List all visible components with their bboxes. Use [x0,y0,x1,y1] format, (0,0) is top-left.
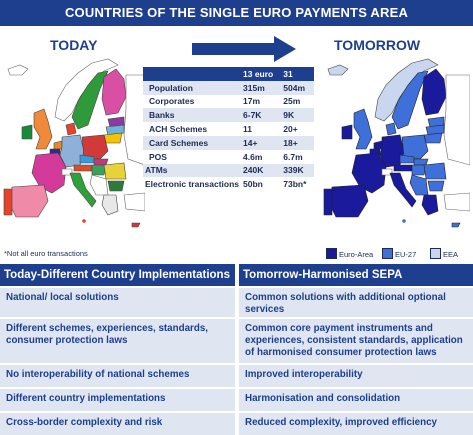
stats-row: POS 4.6m 6.7m [143,149,314,164]
tomorrow-label: TOMORROW [334,37,421,53]
legend-swatch [326,248,337,259]
stats-cell-label: Corporates [143,94,242,109]
stats-cell-today: 240K [241,163,282,178]
arrow-right-icon [192,36,296,62]
legend-swatch [382,248,393,259]
comparison-today-cell: Different country implementations [0,389,235,411]
stats-row: Electronic transactions 50bn 73bn* [143,177,314,192]
legend-swatch [430,248,441,259]
stats-cell-label: POS [143,149,242,164]
stats-row: ATMs 240K 339K [143,163,314,178]
tomorrow-map [323,58,470,228]
stats-row: Banks 6-7K 9K [143,108,314,123]
stats-header-cell: 31 [281,67,314,81]
comparison-today-cell: Cross-border complexity and risk [0,413,235,435]
legend-item: Euro-Area [326,248,373,259]
comparison-tomorrow-cell: Common core payment instruments and expe… [239,319,473,363]
stats-header-cell [143,67,242,81]
stats-cell-label: Card Schemes [143,135,242,150]
comparison-tomorrow-cell: Improved interoperability [239,365,473,387]
stats-cell-tomorrow: 73bn* [281,177,314,192]
stats-header-cell: 13 euro [241,67,282,81]
stats-cell-today: 4.6m [241,149,282,164]
stats-row: Population 315m 504m [143,80,314,95]
stats-cell-tomorrow: 9K [281,108,314,123]
comparison-today-cell: Different schemes, experiences, standard… [0,319,235,363]
legend-label: EEA [443,250,459,259]
today-map [3,58,145,228]
stats-table: 13 euro 31 Population 315m 504m Corporates 1… [143,67,314,192]
stats-cell-today: 17m [241,94,282,109]
stats-cell-today: 11 [241,122,282,136]
stats-cell-label: ACH Schemes [143,122,242,136]
stats-cell-label: ATMs [143,163,242,178]
comparison-tomorrow-cell: Reduced complexity, improved efficiency [239,413,473,435]
stats-cell-label: Population [143,80,242,95]
comparison-today-cell: No interoperability of national schemes [0,365,235,387]
stats-cell-today: 50bn [241,177,282,192]
page-title: COUNTRIES OF THE SINGLE EURO PAYMENTS AR… [0,0,473,26]
stats-cell-today: 14+ [241,135,282,150]
comparison-tomorrow-cell: Harmonisation and consolidation [239,389,473,411]
stats-row: Corporates 17m 25m [143,94,314,109]
stats-cell-tomorrow: 20+ [281,122,314,136]
stats-cell-today: 315m [241,80,282,95]
comparison-today-cell: National/ local solutions [0,288,235,317]
comparison-tomorrow-cell: Common solutions with additional optiona… [239,288,473,317]
stats-cell-tomorrow: 339K [281,163,314,178]
stats-cell-today: 6-7K [241,108,282,123]
stats-row: ACH Schemes 11 20+ [143,122,314,136]
legend-item: EU-27 [382,248,416,259]
today-column-header: Today-Different Country Implementations [0,264,235,286]
tomorrow-column-header: Tomorrow-Harmonised SEPA [239,264,473,286]
stats-cell-tomorrow: 18+ [281,135,314,150]
stats-cell-label: Banks [143,108,242,123]
legend-label: EU-27 [395,250,417,259]
stats-cell-label: Electronic transactions [143,177,242,192]
stats-cell-tomorrow: 504m [281,80,314,95]
stats-header-row: 13 euro 31 [143,67,314,81]
today-label: TODAY [50,37,98,53]
stats-row: Card Schemes 14+ 18+ [143,135,314,150]
footnote: *Not all euro transactions [4,249,88,258]
stats-cell-tomorrow: 25m [281,94,314,109]
stats-cell-tomorrow: 6.7m [281,149,314,164]
legend-label: Euro-Area [339,250,374,259]
legend-item: EEA [430,248,458,259]
